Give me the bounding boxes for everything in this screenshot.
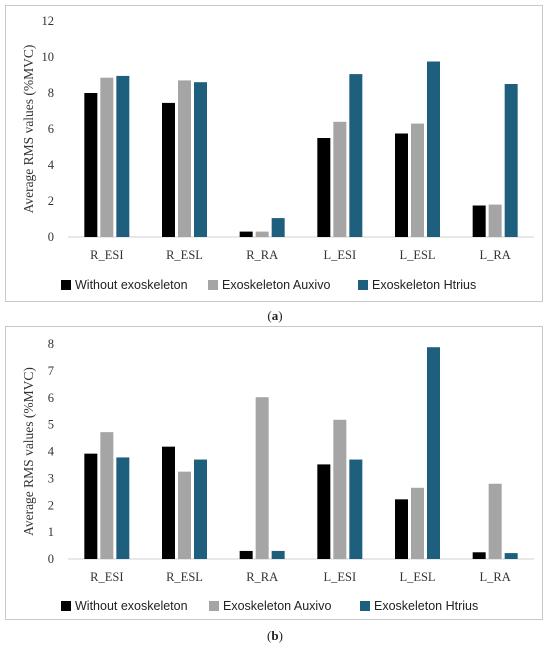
chart-b-x-tick-label: L_ESI xyxy=(324,570,357,584)
chart-a-y-tick-label: 6 xyxy=(48,122,54,136)
chart-b-bar-exoskeleton-htrius-l-esl xyxy=(427,347,440,559)
chart-a-bar-exoskeleton-htrius-l-ra xyxy=(504,84,518,237)
chart-b-bar-exoskeleton-auxivo-l-ra xyxy=(488,483,502,559)
chart-b-legend-label-exoskeleton-htrius: Exoskeleton Htrius xyxy=(374,599,478,613)
chart-a-legend-swatch-exoskeleton-htrius xyxy=(358,280,368,290)
chart-a-x-tick-label: L_RA xyxy=(480,248,511,262)
chart-b-bar-exoskeleton-htrius-l-esi xyxy=(349,459,363,559)
chart-b-y-tick-label: 8 xyxy=(48,337,54,351)
chart-a-bar-without-exoskeleton-r-ra xyxy=(239,231,253,237)
bar-chart-b: Average RMS values (%MVC) 0 1 2 3 4 5 6 7 8 R_ESI R… xyxy=(21,337,534,613)
chart-a-bar-without-exoskeleton-l-esl xyxy=(395,133,408,237)
chart-b-bar-exoskeleton-auxivo-r-esi xyxy=(100,432,114,559)
chart-a-y-tick-label: 12 xyxy=(42,14,55,28)
chart-a-legend-label-exoskeleton-auxivo: Exoskeleton Auxivo xyxy=(222,278,330,292)
chart-b-y-tick-label: 5 xyxy=(48,418,54,432)
chart-a-x-tick-label: R_ESL xyxy=(166,248,203,262)
chart-b-legend-swatch-exoskeleton-auxivo xyxy=(209,601,219,611)
caption-a-letter: a xyxy=(271,308,279,323)
chart-b-bar-without-exoskeleton-l-esi xyxy=(317,464,331,559)
chart-b-bar-exoskeleton-auxivo-r-ra xyxy=(255,397,269,559)
chart-b-bar-exoskeleton-auxivo-l-esl xyxy=(411,487,424,559)
chart-a-legend-label-without-exoskeleton: Without exoskeleton xyxy=(75,278,188,292)
chart-panel-b: Average RMS values (%MVC) 0 1 2 3 4 5 6 7 8 R_ESI R… xyxy=(5,326,543,620)
chart-b-y-tick-label: 0 xyxy=(48,552,54,566)
chart-b-y-tick-label: 4 xyxy=(48,445,55,459)
chart-b-bar-exoskeleton-htrius-r-esl xyxy=(194,459,207,559)
chart-b-y-tick-label: 7 xyxy=(48,364,54,378)
chart-b-bar-without-exoskeleton-l-esl xyxy=(395,499,408,559)
chart-b-bar-without-exoskeleton-r-esi xyxy=(84,453,98,559)
chart-b-y-tick-label: 3 xyxy=(48,471,54,485)
caption-b-letter: b xyxy=(271,628,279,643)
chart-b-legend-label-without-exoskeleton: Without exoskeleton xyxy=(75,599,188,613)
chart-b-bar-exoskeleton-htrius-r-ra xyxy=(271,550,285,559)
chart-a-y-tick-label: 2 xyxy=(48,194,54,208)
chart-a-bar-exoskeleton-htrius-r-esl xyxy=(194,82,207,237)
chart-b-x-tick-label: L_ESL xyxy=(399,570,435,584)
chart-b-x-tick-label: R_ESL xyxy=(166,570,203,584)
chart-b-x-tick-label: R_RA xyxy=(246,570,278,584)
chart-b-y-tick-label: 6 xyxy=(48,391,54,405)
chart-b-bar-exoskeleton-htrius-l-ra xyxy=(504,553,518,559)
chart-a-bar-exoskeleton-htrius-r-ra xyxy=(271,218,285,237)
bar-chart-a: Average RMS values (%MVC) 0 2 4 6 8 10 12 R_ESI R… xyxy=(21,14,534,292)
chart-b-x-tick-label: R_ESI xyxy=(90,570,123,584)
chart-a-legend-swatch-without-exoskeleton xyxy=(61,280,71,290)
chart-a-bar-without-exoskeleton-l-esi xyxy=(317,138,331,237)
chart-b-bar-exoskeleton-auxivo-l-esi xyxy=(333,419,347,559)
chart-a-bar-exoskeleton-auxivo-l-ra xyxy=(488,204,502,237)
chart-b-y-tick-label: 1 xyxy=(48,525,54,539)
caption-a: (a) xyxy=(267,308,283,323)
chart-panel-a: Average RMS values (%MVC) 0 2 4 6 8 10 12 R_ESI R… xyxy=(5,5,543,302)
chart-b-legend-swatch-exoskeleton-htrius xyxy=(360,601,370,611)
chart-a-x-tick-label: R_ESI xyxy=(90,248,123,262)
chart-a-x-tick-label: R_RA xyxy=(246,248,278,262)
chart-b-y-axis-label: Average RMS values (%MVC) xyxy=(21,367,36,536)
chart-a-bar-exoskeleton-auxivo-r-esi xyxy=(100,77,114,237)
chart-a-bar-without-exoskeleton-r-esi xyxy=(84,93,98,237)
chart-b-bar-without-exoskeleton-r-esl xyxy=(162,446,175,559)
chart-b-bar-without-exoskeleton-l-ra xyxy=(472,552,486,559)
chart-b-legend-label-exoskeleton-auxivo: Exoskeleton Auxivo xyxy=(223,599,331,613)
chart-a-bar-exoskeleton-auxivo-r-esl xyxy=(178,80,191,238)
chart-a-bar-exoskeleton-auxivo-l-esi xyxy=(333,121,347,237)
chart-a-bar-exoskeleton-auxivo-r-ra xyxy=(255,231,269,237)
chart-a-x-tick-label: L_ESI xyxy=(324,248,357,262)
chart-a-y-tick-label: 10 xyxy=(42,50,55,64)
chart-b-bar-without-exoskeleton-r-ra xyxy=(239,550,253,559)
chart-a-x-tick-label: L_ESL xyxy=(399,248,435,262)
chart-b-y-tick-label: 2 xyxy=(48,498,54,512)
chart-a-y-tick-label: 0 xyxy=(48,230,54,244)
chart-a-y-tick-label: 8 xyxy=(48,86,54,100)
chart-a-y-tick-label: 4 xyxy=(48,158,55,172)
caption-b: (b) xyxy=(267,628,283,643)
chart-b-bar-exoskeleton-auxivo-r-esl xyxy=(178,471,191,559)
chart-b-legend-swatch-without-exoskeleton xyxy=(61,601,71,611)
chart-a-legend-label-exoskeleton-htrius: Exoskeleton Htrius xyxy=(372,278,476,292)
chart-a-bar-without-exoskeleton-r-esl xyxy=(162,102,175,238)
chart-a-bar-exoskeleton-auxivo-l-esl xyxy=(411,123,424,237)
chart-a-y-axis-label: Average RMS values (%MVC) xyxy=(21,45,36,214)
chart-a-bar-exoskeleton-htrius-l-esi xyxy=(349,74,363,237)
chart-b-x-tick-label: L_RA xyxy=(480,570,511,584)
chart-a-bar-exoskeleton-htrius-l-esl xyxy=(427,61,440,237)
chart-a-bar-exoskeleton-htrius-r-esi xyxy=(116,75,130,238)
chart-a-bar-without-exoskeleton-l-ra xyxy=(472,205,486,237)
chart-b-bar-exoskeleton-htrius-r-esi xyxy=(116,457,130,559)
chart-a-legend-swatch-exoskeleton-auxivo xyxy=(208,280,218,290)
